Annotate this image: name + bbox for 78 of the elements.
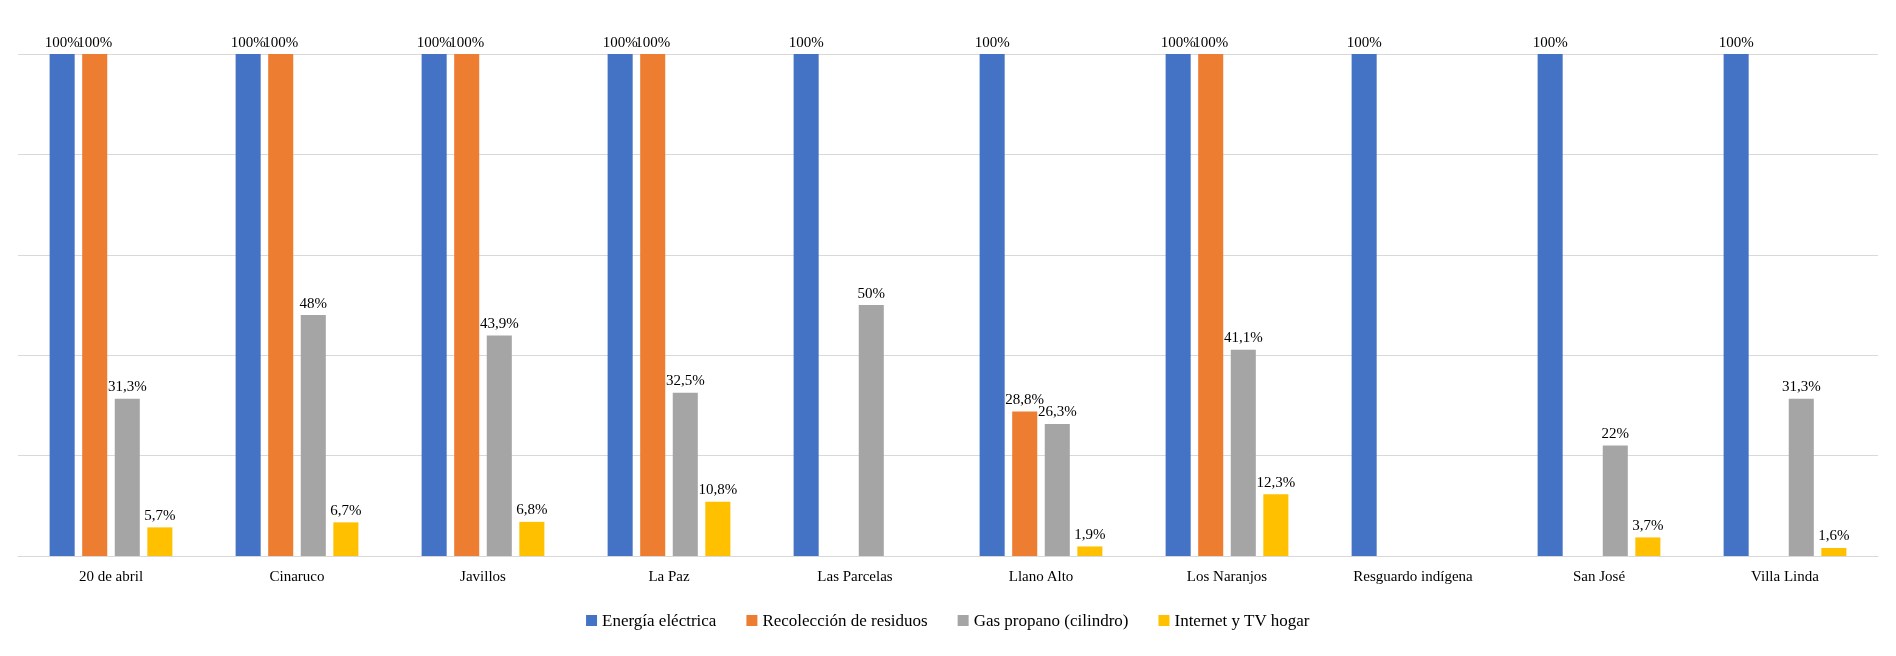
- data-label: 100%: [1532, 33, 1568, 50]
- data-label: 31,3%: [107, 378, 147, 395]
- x-tick-label: Llano Alto: [1008, 567, 1074, 584]
- bar: [1821, 547, 1847, 556]
- data-label: 10,8%: [698, 481, 738, 498]
- legend-label: Gas propano (cilindro): [973, 611, 1129, 630]
- bar: [672, 392, 698, 556]
- data-label: 100%: [602, 33, 638, 50]
- data-label: 100%: [1718, 33, 1754, 50]
- bar: [82, 54, 108, 556]
- data-label: 1,6%: [1818, 527, 1850, 544]
- bar: [1230, 349, 1256, 556]
- data-label: 100%: [635, 33, 671, 50]
- data-label: 100%: [1346, 33, 1382, 50]
- x-tick-label: Las Parcelas: [817, 567, 893, 584]
- data-label: 100%: [230, 33, 266, 50]
- bar: [1788, 398, 1814, 556]
- bar: [268, 54, 294, 556]
- data-label: 6,8%: [516, 501, 548, 518]
- legend-label: Energía eléctrica: [602, 611, 717, 630]
- bar: [421, 54, 447, 556]
- x-tick-label: Resguardo indígena: [1353, 567, 1474, 584]
- bar: [705, 501, 731, 556]
- bar: [979, 54, 1005, 556]
- data-label: 100%: [44, 33, 80, 50]
- bar: [1198, 54, 1224, 556]
- data-label: 100%: [77, 33, 113, 50]
- data-label: 1,9%: [1074, 525, 1106, 542]
- data-label: 3,7%: [1632, 516, 1664, 533]
- bar: [793, 54, 819, 556]
- bar: [49, 54, 75, 556]
- bar: [1012, 411, 1038, 556]
- data-label: 100%: [416, 33, 452, 50]
- bar: [1165, 54, 1191, 556]
- bar: [1723, 54, 1749, 556]
- data-label: 100%: [788, 33, 824, 50]
- data-label: 100%: [1193, 33, 1229, 50]
- data-label: 43,9%: [479, 315, 519, 332]
- data-label: 100%: [974, 33, 1010, 50]
- bar: [454, 54, 480, 556]
- bar: [147, 527, 173, 556]
- x-tick-label: La Paz: [648, 567, 690, 584]
- data-label: 32,5%: [665, 372, 705, 389]
- bar: [1044, 423, 1070, 556]
- data-label: 100%: [449, 33, 485, 50]
- data-label: 100%: [1160, 33, 1196, 50]
- bar: [486, 335, 512, 556]
- data-label: 100%: [263, 33, 299, 50]
- bar: [1351, 54, 1377, 556]
- data-label: 41,1%: [1223, 329, 1263, 346]
- x-tick-label: 20 de abril: [78, 567, 144, 584]
- bar: [519, 521, 545, 556]
- bar: [1077, 546, 1103, 556]
- bar: [1537, 54, 1563, 556]
- bar: [858, 305, 884, 556]
- bar: [333, 522, 359, 556]
- data-label: 6,7%: [330, 501, 362, 518]
- data-label: 12,3%: [1256, 473, 1296, 490]
- x-tick-label: Cinaruco: [269, 567, 325, 584]
- data-label: 50%: [857, 284, 886, 301]
- bar: [114, 398, 140, 556]
- data-label: 5,7%: [144, 506, 176, 523]
- x-tick-label: Javillos: [460, 567, 507, 584]
- data-label: 22%: [1601, 425, 1630, 442]
- legend-label: Recolección de residuos: [762, 611, 928, 630]
- bar: [1635, 537, 1661, 556]
- bar: [300, 315, 326, 556]
- legend-label: Internet y TV hogar: [1174, 611, 1310, 630]
- x-tick-label: Villa Linda: [1751, 567, 1820, 584]
- data-label: 48%: [299, 294, 328, 311]
- x-tick-label: Los Naranjos: [1186, 567, 1268, 584]
- x-tick-label: San José: [1572, 567, 1626, 584]
- bar: [1263, 494, 1289, 556]
- bar: [235, 54, 261, 556]
- bar: [1602, 445, 1628, 556]
- bar: [607, 54, 633, 556]
- bar: [640, 54, 666, 556]
- data-label: 31,3%: [1781, 378, 1821, 395]
